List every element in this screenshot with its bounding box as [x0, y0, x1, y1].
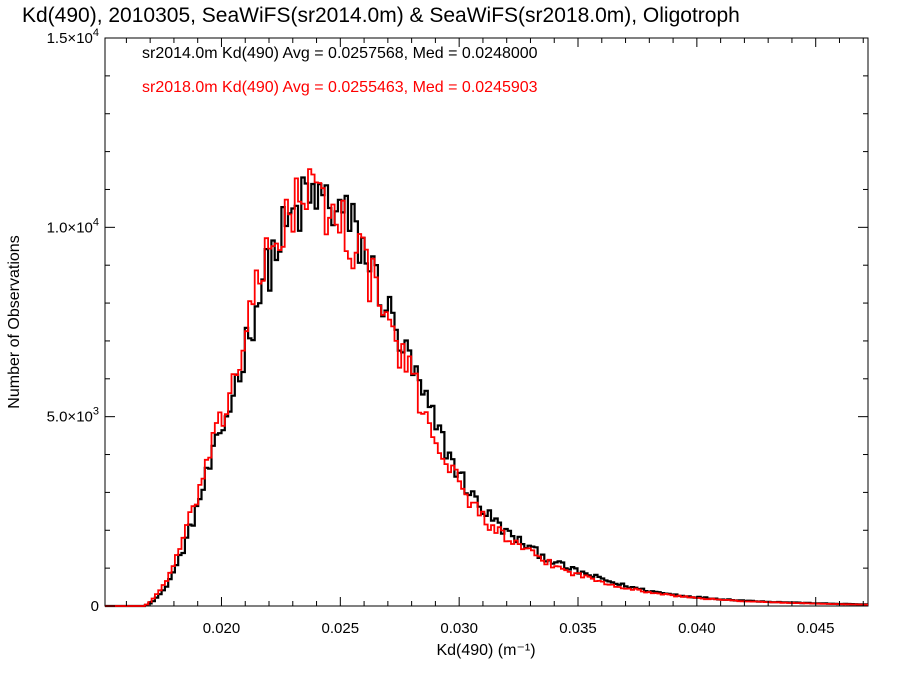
series-line-sr2018.0m [105, 168, 868, 607]
x-tick-label: 0.040 [678, 620, 716, 637]
y-axis-label: Number of Observations [6, 235, 23, 408]
chart-title: Kd(490), 2010305, SeaWiFS(sr2014.0m) & S… [22, 4, 740, 27]
legend-sr2018: sr2018.0m Kd(490) Avg = 0.0255463, Med =… [142, 79, 538, 96]
x-axis-label: Kd(490) (m⁻¹) [436, 642, 535, 659]
x-tick-label: 0.030 [440, 620, 478, 637]
x-tick-label: 0.045 [797, 620, 835, 637]
plot-border [104, 37, 869, 607]
y-tick-label: 0 [91, 598, 99, 615]
y-axis: 0 5.0×103 1.0×104 1.5×104 [47, 27, 868, 615]
y-tick-label: 5.0×103 [47, 406, 99, 426]
x-tick-label: 0.020 [203, 620, 241, 637]
x-tick-label: 0.025 [322, 620, 360, 637]
series-layer [105, 168, 869, 608]
x-axis: 0.020 0.025 0.030 0.035 0.040 0.045 [125, 38, 864, 637]
legend-sr2014: sr2014.0m Kd(490) Avg = 0.0257568, Med =… [142, 45, 538, 62]
y-tick-label: 1.0×104 [47, 216, 99, 236]
plot-frame [104, 37, 869, 607]
x-tick-label: 0.035 [559, 620, 597, 637]
y-tick-label: 1.5×104 [47, 27, 99, 47]
series-line-sr2014.0m [105, 176, 869, 608]
